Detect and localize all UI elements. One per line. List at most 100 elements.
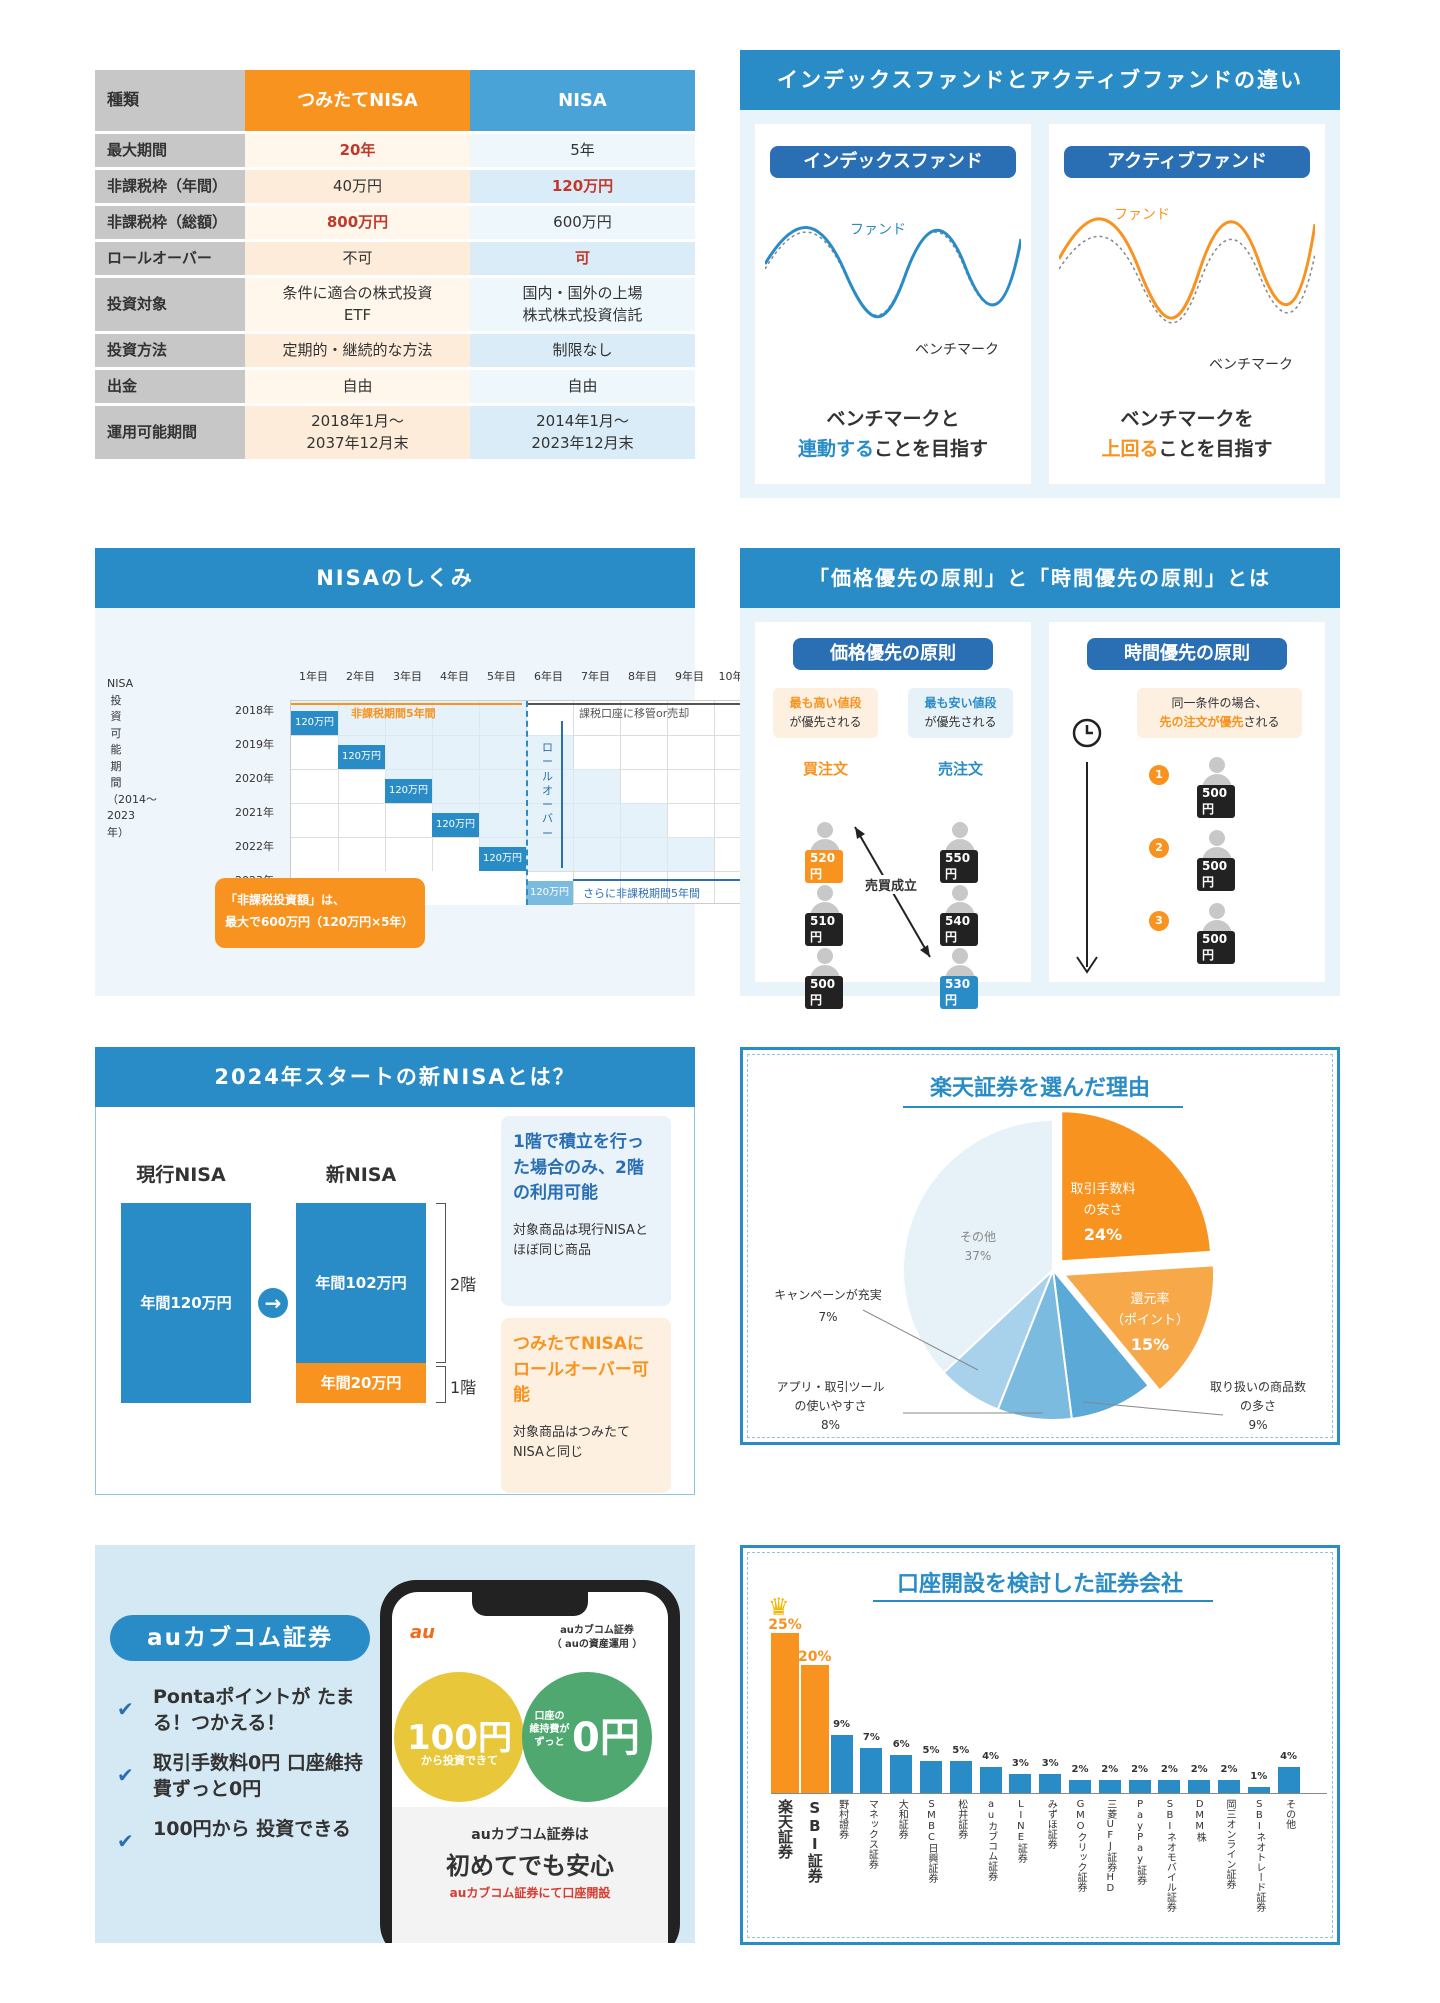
tax-free-5yr: 非課税期間5年間 xyxy=(351,707,436,720)
bar-value-label: 6% xyxy=(892,1738,910,1750)
fund-label: ファンド xyxy=(1114,207,1170,223)
benchmark-label: ベンチマーク xyxy=(915,342,999,358)
nisa-mechanism-panel: NISAのしくみ NISA投資可能期間（2014〜2023年） 1年目 2年目 3年… xyxy=(95,548,760,996)
table-head-type: 種類 xyxy=(95,70,245,134)
au-brand-label: auカブコム証券 xyxy=(110,1615,370,1661)
bar xyxy=(800,1665,829,1793)
time-note-1: 同一条件の場合、 xyxy=(1171,696,1268,710)
tax-free-arrow xyxy=(291,703,522,705)
bar-value-label: 3% xyxy=(1011,1757,1029,1769)
title-underline xyxy=(903,1106,1183,1108)
year-header: 5年目 xyxy=(487,670,516,683)
brokers-panel: 口座開設を検討した証券会社 ♛ 25% 楽天証券 20% SBI証券 9% 野村證券 7% マ… xyxy=(740,1545,1340,1945)
floor2-bar: 年間102万円 xyxy=(296,1203,426,1363)
new-nisa-panel: 2024年スタートの新NISAとは？ 現行NISA 新NISA 年間120万円 … xyxy=(95,1047,695,1495)
bar-value-label: 4% xyxy=(1280,1751,1298,1763)
c2-small: 口座の 維持費が ずっと xyxy=(527,1710,572,1749)
sell-order: 530円 xyxy=(940,948,978,1009)
phone-frame: au auカブコム証券 （ auの資産運用 ） 100円 から投資できて 口座の維… xyxy=(380,1580,680,1943)
nisa-title: NISAのしくみ xyxy=(95,548,695,608)
table-row-label: 非課税枠（年間） xyxy=(95,168,245,206)
move-label: 課税口座に移管or売却 xyxy=(579,707,690,720)
table-cell: 自由 xyxy=(470,368,695,406)
fund-label: ファンド xyxy=(850,222,906,238)
table-row-label: ロールオーバー xyxy=(95,240,245,278)
invest-cell: 120万円 xyxy=(291,711,338,735)
grid-bg: 120万円 120万円 120万円 120万円 120万円 120万円 非課税期間5年間 課税… xyxy=(290,700,760,905)
bar-value-label: 2% xyxy=(1190,1764,1208,1776)
pie-value-point: 15% xyxy=(1130,1334,1170,1354)
rollover-cell: 120万円 xyxy=(526,881,573,905)
bar xyxy=(1158,1780,1181,1793)
floor2-info: 1階で積立を行った場合のみ、2階の利用可能 対象商品は現行NISAとほぼ同じ商品 xyxy=(501,1116,671,1306)
floor1-info: つみたてNISAにロールオーバー可能 対象商品はつみたてNISAと同じ xyxy=(501,1318,671,1493)
floor1-info-body: 対象商品はつみたてNISAと同じ xyxy=(513,1424,631,1461)
pie-value-campaign: 7% xyxy=(818,1309,838,1324)
sell-order: 540円 xyxy=(940,885,978,946)
table-row-label: 最大期間 xyxy=(95,132,245,170)
bar-category-label: 三菱UFJ証券HD xyxy=(1104,1799,1116,1894)
phone-screen: au auカブコム証券 （ auの資産運用 ） 100円 から投資できて 口座の維… xyxy=(392,1592,668,1943)
active-desc-1: ベンチマークを xyxy=(1120,408,1254,430)
phone-bottom-1: auカブコム証券は xyxy=(471,1827,589,1843)
bar-category-label: みずほ証券 xyxy=(1045,1799,1057,1849)
bar xyxy=(1069,1780,1091,1793)
row-year-label: 2019年 xyxy=(235,738,274,751)
pie-leaders xyxy=(862,1309,1224,1416)
time-principle-card: 時間優先の原則 同一条件の場合、 先の注文が優先される 1 500円 2 500円 3 5… xyxy=(1049,622,1325,982)
year-header: 1年目 xyxy=(299,670,328,683)
benchmark-line xyxy=(1059,235,1315,324)
bar xyxy=(949,1761,972,1793)
pie-label-app: アプリ・取引ツール の使いやすさ 8% xyxy=(763,1378,898,1436)
price-tag: 500円 xyxy=(1197,858,1235,891)
principle-title: 「価格優先の原則」と「時間優先の原則」とは xyxy=(740,548,1340,608)
principle-panel: 「価格優先の原則」と「時間優先の原則」とは 価格優先の原則 最も高い値段 が優先… xyxy=(740,548,1340,1009)
bar-value-label: 1% xyxy=(1250,1770,1268,1782)
row-year-label: 2020年 xyxy=(235,772,274,785)
bar xyxy=(771,1633,799,1793)
table-row-label: 出金 xyxy=(95,368,245,406)
table-row-label: 投資対象 xyxy=(95,276,245,334)
year-header: 9年目 xyxy=(675,670,704,683)
cell-line: 国内・国外の上場 xyxy=(522,283,643,302)
bar xyxy=(1039,1773,1062,1793)
pie-label-items-2: の多さ xyxy=(1239,1399,1276,1414)
buy-note-2: が優先される xyxy=(789,715,862,730)
bar xyxy=(1277,1767,1300,1793)
pie-label-other: その他 37% xyxy=(948,1228,1008,1266)
pie-label-point-2: （ポイント） xyxy=(1110,1312,1189,1328)
rollover-label: ロールオーバー xyxy=(542,741,553,840)
crown-icon: ♛ xyxy=(768,1593,790,1621)
time-note: 同一条件の場合、 先の注文が優先される xyxy=(1137,688,1302,738)
bar-value-label: 5% xyxy=(922,1745,940,1756)
table-cell: 2018年1月〜 2037年12月末 xyxy=(245,404,470,462)
order-number: 3 xyxy=(1149,911,1169,931)
phone-bottom-2: 初めてでも安心 xyxy=(446,1852,614,1880)
table-row-label: 投資方法 xyxy=(95,332,245,370)
circle-100yen xyxy=(394,1672,524,1802)
floor2-label: 2階 xyxy=(446,1271,481,1295)
avatar-head xyxy=(952,885,968,901)
sell-note-1: 最も安い値段 xyxy=(924,696,997,710)
c2-small-3: ずっと xyxy=(534,1737,565,1748)
bar xyxy=(830,1735,853,1793)
active-desc-highlight: 上回る xyxy=(1101,438,1159,460)
bar-category-label: 大和証券 xyxy=(896,1799,908,1839)
table-cell: 2014年1月〜 2023年12月末 xyxy=(470,404,695,462)
pie-slice xyxy=(902,1118,1054,1375)
bar-value-label: 25% xyxy=(768,1617,802,1633)
pie-label-fee: 取引手数料 の安さ 24% xyxy=(1058,1180,1148,1247)
bar-value-label: 3% xyxy=(1041,1757,1059,1769)
pie-slice xyxy=(1060,1110,1212,1263)
title-underline xyxy=(873,1600,1213,1602)
new-nisa-label: 新NISA xyxy=(325,1164,397,1186)
bar xyxy=(1188,1780,1211,1793)
bar-category-label: 野村證券 xyxy=(836,1799,848,1839)
bar xyxy=(1009,1773,1032,1793)
c2-small-2: 維持費が xyxy=(529,1724,570,1735)
cell-line: 2037年12月末 xyxy=(306,434,409,452)
year-header: 8年目 xyxy=(628,670,657,683)
table-cell: 自由 xyxy=(245,368,470,406)
index-desc-2: 連動することを目指す xyxy=(755,434,1031,461)
price-tag: 520円 xyxy=(805,850,843,883)
